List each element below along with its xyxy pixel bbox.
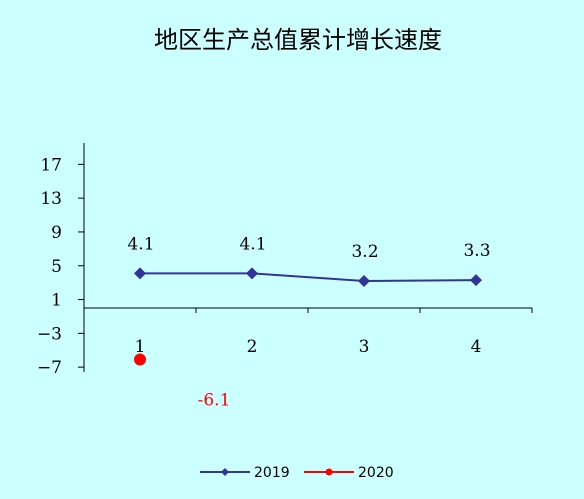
data-label: -6.1: [198, 391, 231, 411]
y-tick-label: 13: [40, 189, 62, 209]
y-tick-label: 17: [40, 155, 62, 175]
y-tick-label: 1: [51, 291, 62, 311]
data-point: [246, 267, 258, 280]
series-line-2019: [140, 272, 477, 282]
series-2019: 4.1 4.1 3.2 3.3: [127, 234, 491, 287]
x-tick-label: 1: [135, 337, 146, 357]
y-tick-label: −3: [37, 324, 62, 344]
data-point: [134, 353, 146, 366]
y-tick-label: 5: [51, 257, 62, 277]
data-label: 3.3: [463, 241, 490, 261]
x-tick-label: 3: [359, 337, 370, 357]
data-label: 4.1: [127, 234, 154, 254]
data-point: [134, 267, 146, 280]
legend-label: 2020: [358, 465, 394, 481]
legend-marker: [221, 468, 229, 476]
x-tick-label: 2: [247, 337, 258, 357]
legend-item-2020: 2020: [304, 465, 394, 481]
series-layer: 4.1 4.1 3.2 3.3 -6.1: [127, 234, 490, 410]
y-tick-label: 9: [51, 223, 62, 243]
data-label: 3.2: [351, 242, 378, 262]
chart-title: 地区生产总值累计增长速度: [154, 26, 442, 54]
legend-label: 2019: [254, 465, 290, 481]
legend-item-2019: 2019: [200, 465, 290, 481]
x-tick-label: 4: [471, 337, 482, 357]
series-2020: -6.1: [134, 353, 231, 411]
y-tick-label: −7: [37, 358, 62, 378]
legend: 2019 2020: [200, 465, 394, 481]
y-axis-ticks: 17 13 9 5 1 −3 −7: [37, 155, 84, 378]
data-point: [358, 274, 370, 287]
x-axis-labels: 1 2 3 4: [135, 337, 482, 357]
legend-marker: [325, 468, 333, 476]
data-point: [470, 274, 482, 287]
data-label: 4.1: [239, 234, 266, 254]
